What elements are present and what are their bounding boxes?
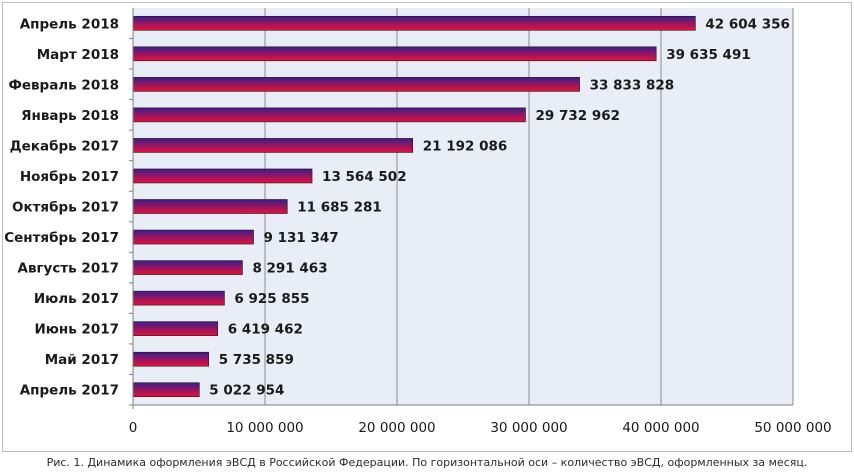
bar <box>132 290 225 306</box>
x-tick-label: 50 000 000 <box>754 420 831 436</box>
bar <box>132 15 696 31</box>
value-label: 5 022 954 <box>209 383 284 399</box>
bar <box>132 138 414 153</box>
category-label: Августь 2017 <box>18 261 119 277</box>
value-label: 29 732 962 <box>535 108 620 124</box>
bar <box>132 382 200 398</box>
bar <box>132 351 210 367</box>
bar <box>132 321 219 336</box>
value-label: 11 685 281 <box>297 200 382 216</box>
category-label: Июнь 2017 <box>34 322 119 338</box>
value-label: 13 564 502 <box>322 169 407 185</box>
value-label: 8 291 463 <box>252 261 327 277</box>
value-label: 5 735 859 <box>219 352 294 368</box>
bar <box>132 229 254 245</box>
category-label: Апрель 2018 <box>20 16 119 32</box>
category-label: Октябрь 2017 <box>12 200 119 216</box>
category-label: Апрель 2017 <box>20 383 119 399</box>
value-label: 6 419 462 <box>228 322 303 338</box>
category-label: Февраль 2018 <box>8 77 119 93</box>
x-tick-label: 10 000 000 <box>226 420 303 436</box>
bar <box>132 107 526 123</box>
labels: 0 10 000 000 20 000 000 30 000 000 40 000 00… <box>4 16 831 436</box>
category-label: Сентябрь 2017 <box>4 230 119 246</box>
x-tick-label: 30 000 000 <box>490 420 567 436</box>
category-label: Июль 2017 <box>34 291 119 307</box>
value-label: 21 192 086 <box>423 138 508 154</box>
bar <box>132 260 243 275</box>
bars <box>132 15 696 398</box>
bar-chart: 0 10 000 000 20 000 000 30 000 000 40 000 00… <box>4 8 832 436</box>
gridlines <box>264 8 794 405</box>
category-label: Декабрь 2017 <box>10 138 119 154</box>
value-label: 9 131 347 <box>264 230 339 246</box>
x-tick-label: 20 000 000 <box>358 420 435 436</box>
bar <box>132 77 580 92</box>
value-label: 39 635 491 <box>666 47 751 63</box>
bar <box>132 168 313 184</box>
value-label: 6 925 855 <box>234 291 309 307</box>
x-tick-label: 40 000 000 <box>622 420 699 436</box>
category-label: Ноябрь 2017 <box>20 169 119 185</box>
category-label: Май 2017 <box>45 352 119 368</box>
figure-caption: Рис. 1. Динамика оформления эВСД в Росси… <box>46 456 808 469</box>
value-label: 42 604 356 <box>705 16 790 32</box>
bar <box>132 46 657 62</box>
axes <box>129 8 793 409</box>
x-tick-label: 0 <box>129 420 138 436</box>
category-label: Март 2018 <box>37 47 119 63</box>
value-label: 33 833 828 <box>590 77 675 93</box>
bar <box>132 199 288 214</box>
category-label: Январь 2018 <box>21 108 119 124</box>
